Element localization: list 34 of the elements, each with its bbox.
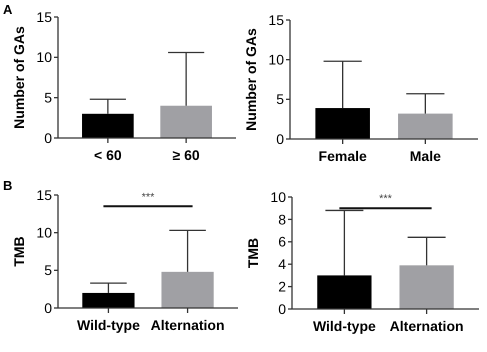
chart-title: A xyxy=(3,2,13,17)
x-tick-label: Alternation xyxy=(390,318,464,334)
y-tick-label: 0 xyxy=(278,300,286,317)
y-tick-label: 0 xyxy=(276,130,284,147)
x-tick-label: < 60 xyxy=(94,147,122,163)
y-tick-label: 0 xyxy=(44,300,52,316)
y-tick-label: 0 xyxy=(44,130,52,146)
y-tick-label: 15 xyxy=(36,186,52,203)
x-tick-label: Male xyxy=(410,148,442,164)
x-tick-label: Wild-type xyxy=(312,318,376,334)
y-tick-label: 6 xyxy=(278,234,286,250)
annotation: *** xyxy=(142,191,156,204)
y-tick-label: 15 xyxy=(36,8,52,25)
y-axis-title: Number of GAs xyxy=(243,28,259,131)
y-tick-label: 5 xyxy=(44,90,52,106)
y-tick-label: 10 xyxy=(36,224,52,241)
y-tick-label: 15 xyxy=(268,12,284,28)
annotation: *** xyxy=(379,193,393,206)
y-tick-label: 5 xyxy=(44,262,52,278)
y-axis-title: TMB xyxy=(245,238,261,268)
y-tick-label: 5 xyxy=(276,91,284,108)
y-tick-label: 10 xyxy=(36,49,52,66)
y-tick-label: 2 xyxy=(278,278,286,294)
y-axis-title: Number of GAs xyxy=(11,26,27,129)
x-tick-label: Female xyxy=(318,148,367,164)
y-tick-label: 8 xyxy=(278,211,286,228)
x-tick-label: Wild-type xyxy=(76,317,140,333)
y-tick-label: 10 xyxy=(270,188,286,205)
y-tick-label: 10 xyxy=(268,52,284,68)
x-tick-label: ≥ 60 xyxy=(172,147,200,163)
chart-title: B xyxy=(3,178,12,193)
y-axis-title: TMB xyxy=(11,236,27,267)
x-tick-label: Alternation xyxy=(150,317,225,333)
y-tick-label: 4 xyxy=(278,256,286,272)
